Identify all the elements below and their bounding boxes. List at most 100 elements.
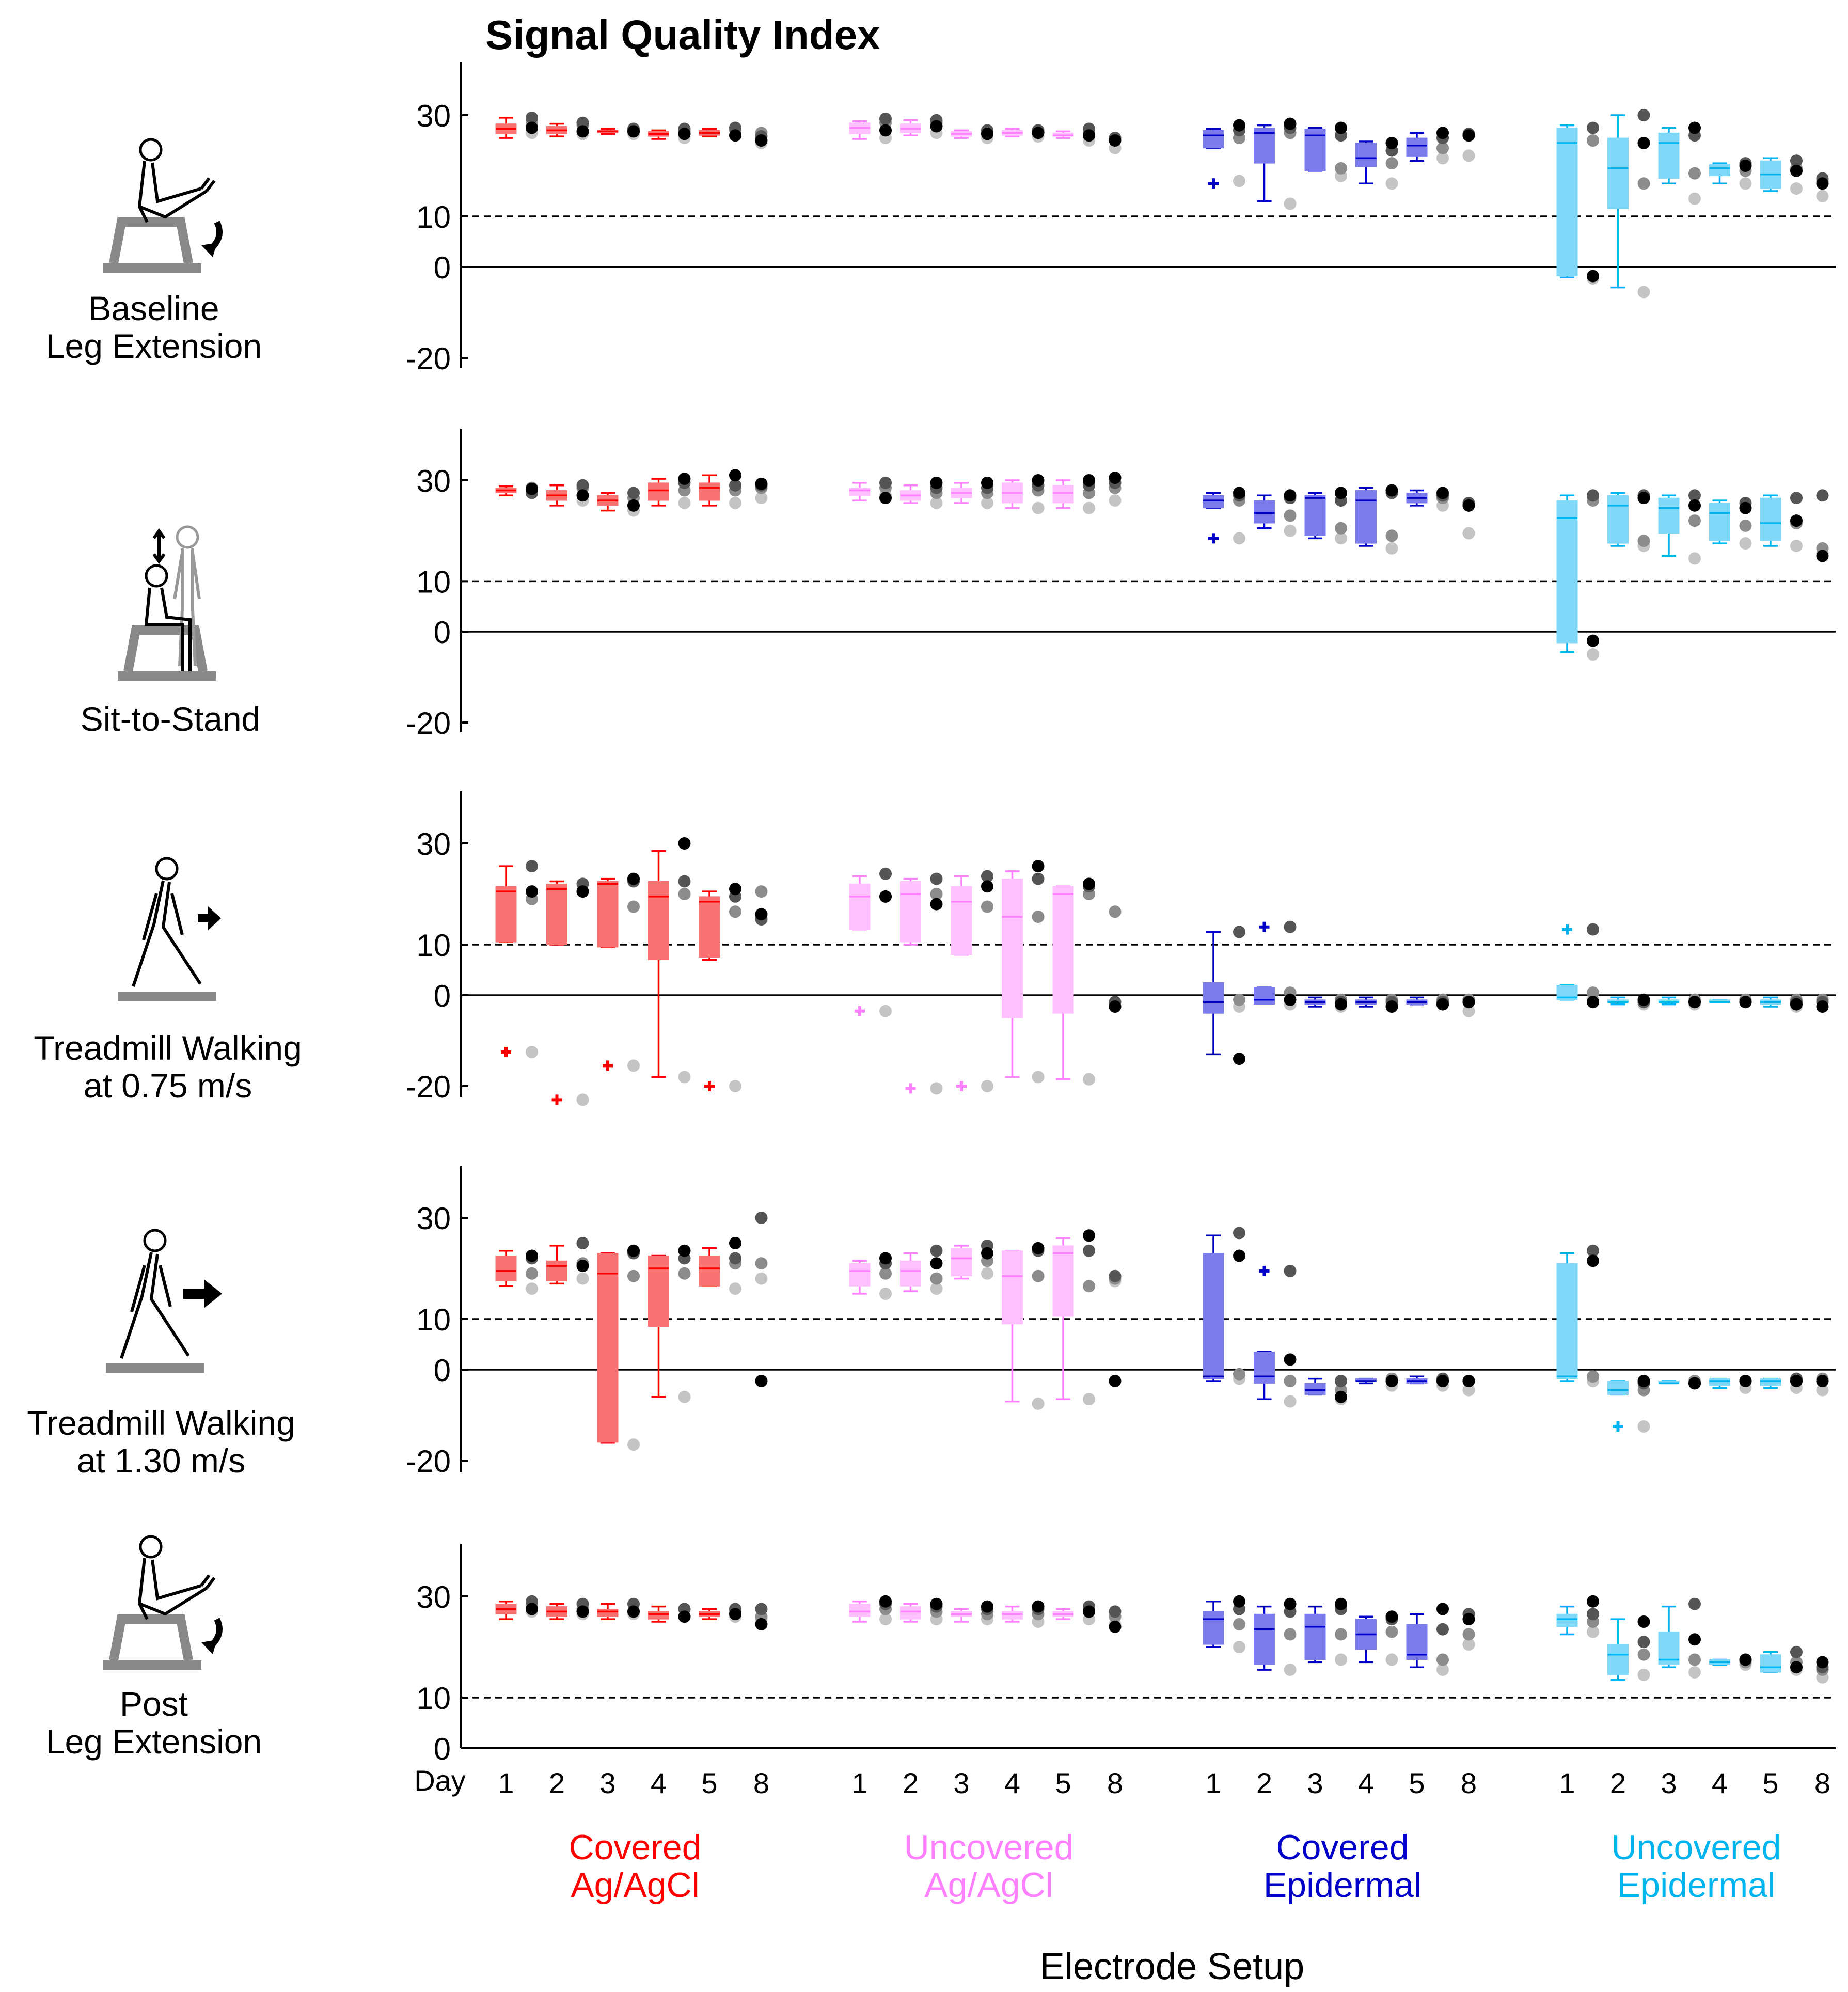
box-iqr	[1556, 500, 1578, 644]
data-point	[1436, 152, 1449, 165]
data-point	[981, 900, 993, 913]
data-point	[729, 496, 741, 509]
data-point	[930, 1282, 943, 1295]
data-point	[576, 885, 589, 898]
data-point	[1233, 1595, 1245, 1608]
box-day-1	[849, 120, 871, 140]
y-tick-label: 10	[416, 928, 451, 963]
data-point	[1032, 474, 1045, 487]
data-point	[879, 1288, 892, 1300]
data-point	[1688, 121, 1701, 134]
data-point	[729, 1252, 741, 1265]
box-day-1	[1203, 128, 1224, 189]
day-tick-label: 3	[599, 1767, 615, 1799]
data-point	[526, 1249, 538, 1262]
data-point	[1816, 1375, 1829, 1387]
day-tick-label: 4	[1004, 1767, 1020, 1799]
data-point	[1032, 127, 1045, 139]
box-day-4	[1709, 1377, 1730, 1389]
outlier-marker	[1208, 533, 1219, 544]
box-day-2	[1607, 1618, 1629, 1681]
group-1	[495, 111, 768, 149]
data-point	[1436, 1375, 1449, 1387]
data-point	[879, 890, 892, 903]
data-point	[1462, 499, 1475, 512]
data-point	[526, 121, 538, 134]
data-point	[678, 1267, 691, 1280]
y-tick-label: -20	[406, 1070, 451, 1104]
box-day-3	[597, 1603, 619, 1620]
data-point	[879, 124, 892, 137]
box-day-1	[849, 1260, 871, 1295]
box-day-1	[1203, 931, 1224, 1056]
data-point	[1032, 1242, 1045, 1254]
group-1	[495, 1212, 768, 1451]
data-point	[1790, 539, 1803, 552]
box-day-3	[1304, 127, 1326, 172]
group-1	[495, 469, 768, 517]
outlier-marker	[704, 1081, 715, 1091]
day-tick-label: 1	[1205, 1767, 1221, 1799]
data-point	[1688, 489, 1701, 502]
group-2	[849, 1595, 1122, 1633]
y-tick-label: 30	[416, 1580, 451, 1614]
data-point	[1083, 877, 1095, 890]
box-iqr	[849, 1263, 871, 1287]
data-point	[1109, 494, 1122, 507]
data-point	[1233, 926, 1245, 938]
group-2	[849, 1229, 1122, 1410]
data-point	[1790, 182, 1803, 195]
data-point	[879, 492, 892, 505]
data-point	[1688, 514, 1701, 527]
chart-panels: 30 10 0 -20 30 10 0 -20 30 10 0 -20 30 10 0 -20 30 10 0	[406, 62, 1836, 1766]
box-iqr	[1355, 490, 1377, 544]
box-day-3	[951, 482, 972, 504]
data-point	[981, 1080, 993, 1092]
data-point	[1385, 136, 1398, 149]
box-day-2	[546, 880, 567, 1105]
box-day-3	[1658, 494, 1680, 557]
panel-3: 30 10 0 -20	[406, 791, 1836, 1106]
data-point	[729, 905, 741, 918]
box-day-5	[699, 890, 720, 1091]
box-iqr	[1709, 503, 1730, 541]
data-point	[1587, 489, 1599, 502]
box-day-2	[1254, 1265, 1275, 1400]
data-point	[1587, 1370, 1599, 1383]
data-point	[576, 1237, 589, 1249]
data-point	[1083, 1073, 1095, 1086]
data-point	[1816, 550, 1829, 562]
data-point	[755, 885, 768, 898]
data-point	[930, 888, 943, 900]
day-tick-label: 5	[1409, 1767, 1425, 1799]
y-tick-label: 10	[416, 200, 451, 234]
data-point	[526, 1267, 538, 1280]
data-point	[678, 1610, 691, 1623]
box-iqr	[1304, 1613, 1326, 1660]
box-day-4	[1002, 870, 1023, 1078]
data-point	[1816, 190, 1829, 202]
y-tick-label: 0	[434, 250, 451, 285]
data-point	[755, 1618, 768, 1630]
box-iqr	[1052, 1245, 1074, 1317]
data-point	[1688, 192, 1701, 205]
box-iqr	[1254, 500, 1275, 524]
data-point	[1385, 1000, 1398, 1013]
data-point	[526, 1282, 538, 1295]
data-point	[1233, 1641, 1245, 1653]
day-axis-label: Day	[414, 1764, 466, 1797]
data-point	[1637, 1375, 1650, 1387]
data-point	[1032, 860, 1045, 873]
data-point	[729, 1282, 741, 1295]
box-day-5	[1760, 1651, 1781, 1673]
data-point	[627, 1269, 640, 1282]
y-tick-label: 30	[416, 464, 451, 498]
data-point	[879, 112, 892, 125]
box-day-3	[1304, 492, 1326, 540]
group-label-4: Epidermal	[1617, 1865, 1775, 1905]
y-tick-label: 0	[434, 615, 451, 650]
data-point	[1462, 149, 1475, 162]
group-4	[1556, 1244, 1829, 1433]
box-iqr	[1607, 495, 1629, 544]
box-day-3	[1304, 996, 1326, 1008]
